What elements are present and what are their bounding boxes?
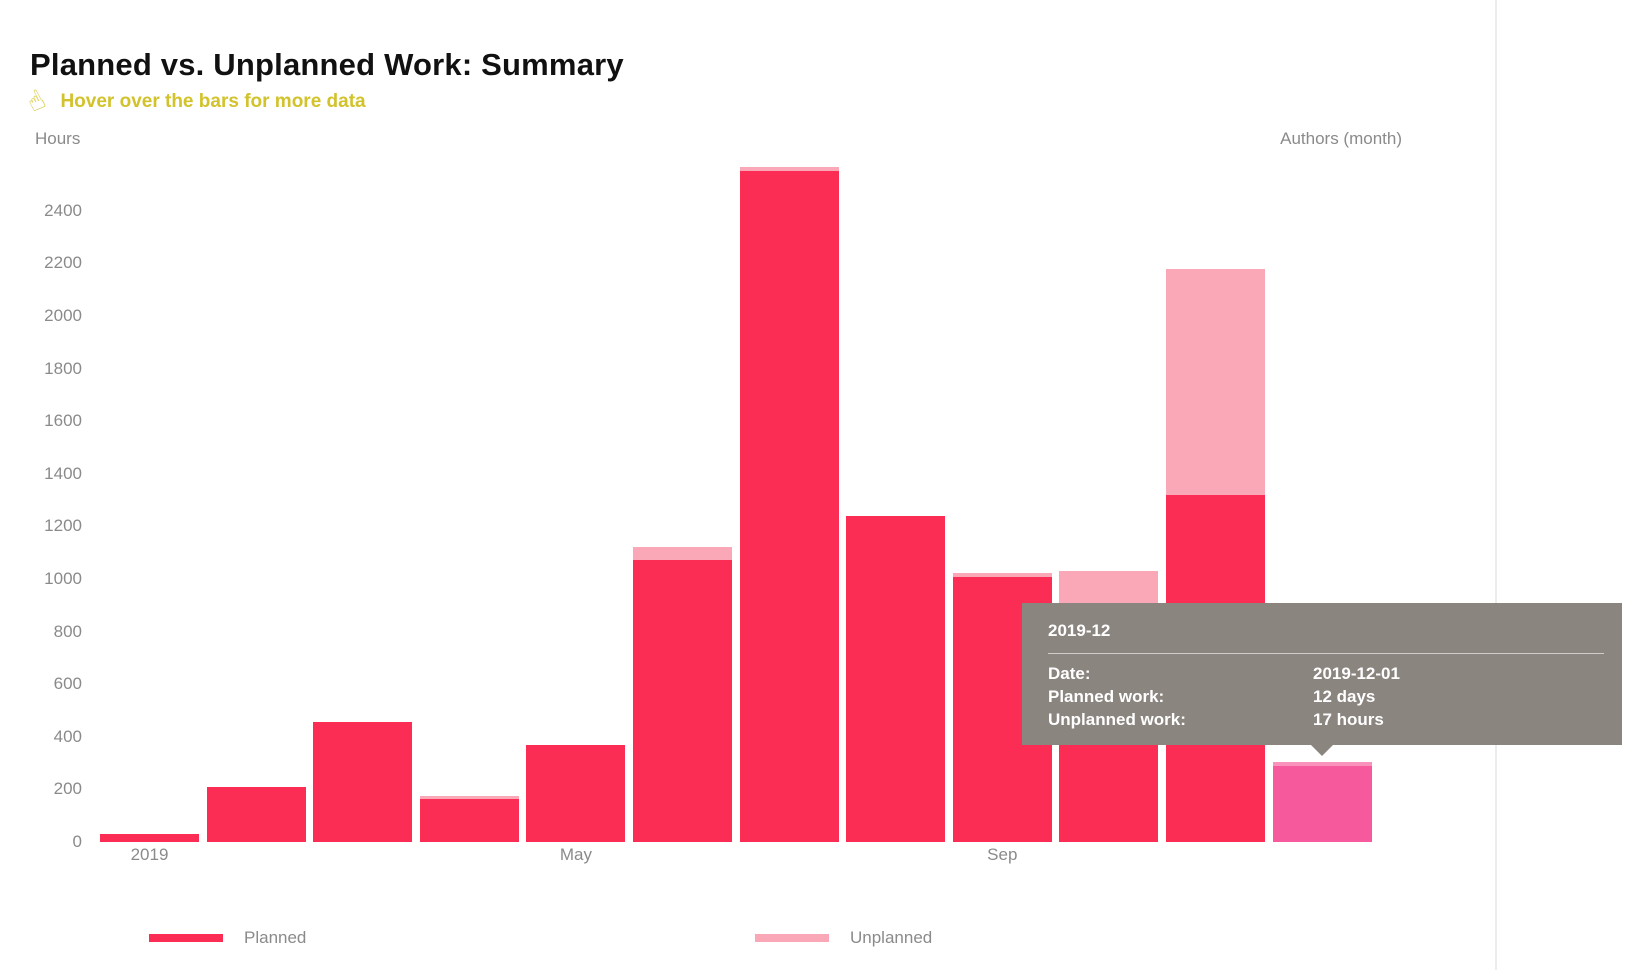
planned-swatch: [149, 934, 223, 942]
x-tick-May: May: [559, 845, 592, 864]
y-tick-200: 200: [53, 779, 82, 799]
y-tick-0: 0: [72, 832, 82, 851]
bar-unplanned-2019-09[interactable]: [953, 573, 1052, 577]
y-tick-2400: 2400: [44, 200, 82, 220]
hover-hint: ☝ Hover over the bars for more data: [22, 84, 366, 118]
legend-label: Unplanned: [850, 928, 933, 947]
x-axis-title: Authors (month): [1280, 129, 1402, 148]
x-tick-2019: 2019: [130, 845, 169, 864]
y-tick-1600: 1600: [44, 411, 82, 431]
y-tick-800: 800: [53, 621, 82, 641]
x-tick-Sep: Sep: [987, 845, 1018, 864]
bar-unplanned-2019-06[interactable]: [633, 547, 732, 560]
bar-unplanned-2019-12[interactable]: [1273, 762, 1372, 766]
tooltip-arrow: [1311, 745, 1333, 756]
legend-label: Planned: [244, 928, 307, 947]
y-axis-title: Hours: [35, 129, 81, 148]
unplanned-swatch: [755, 934, 829, 942]
bar-planned-2019-12[interactable]: [1273, 766, 1372, 842]
y-tick-2200: 2200: [44, 253, 82, 273]
y-tick-400: 400: [53, 726, 82, 746]
legend-item-planned[interactable]: Planned: [149, 928, 306, 948]
panel-divider: [1495, 0, 1497, 970]
tooltip-title: 2019-12: [1048, 621, 1111, 640]
bar-planned-2019-05[interactable]: [526, 745, 625, 842]
bar-planned-2019-08[interactable]: [846, 516, 945, 842]
tooltip-row-1: Planned work: 12 days: [1048, 685, 1604, 708]
bar-planned-2019-03[interactable]: [313, 722, 412, 842]
page-title: Planned vs. Unplanned Work: Summary: [30, 46, 624, 82]
bar-unplanned-2019-04[interactable]: [420, 796, 519, 799]
y-tick-2000: 2000: [44, 306, 82, 325]
bar-planned-2019-06[interactable]: [633, 560, 732, 842]
tooltip-row-label: Date:: [1048, 664, 1091, 683]
legend-item-unplanned[interactable]: Unplanned: [755, 928, 932, 948]
tooltip-separator: [1048, 653, 1604, 654]
bar-planned-2019-02[interactable]: [207, 787, 306, 842]
pointing-hand-icon: ☝: [21, 83, 51, 119]
tooltip-row-value: 12 days: [1313, 687, 1376, 706]
tooltip-row-2: Unplanned work: 17 hours: [1048, 708, 1604, 731]
y-tick-1200: 1200: [44, 516, 82, 536]
tooltip: 2019-12 Date: 2019-12-01 Planned work: 12 d…: [1022, 603, 1622, 745]
tooltip-row-label: Planned work:: [1048, 687, 1165, 706]
bar-unplanned-2019-11[interactable]: [1166, 269, 1265, 495]
bar-unplanned-2019-07[interactable]: [740, 167, 839, 171]
tooltip-row-label: Unplanned work:: [1048, 710, 1186, 729]
tooltip-row-value: 17 hours: [1313, 710, 1384, 729]
y-tick-1800: 1800: [44, 358, 82, 378]
bar-planned-2019-07[interactable]: [740, 171, 839, 842]
y-tick-1000: 1000: [44, 569, 82, 588]
tooltip-row-0: Date: 2019-12-01: [1048, 662, 1604, 685]
bar-planned-2019-04[interactable]: [420, 799, 519, 842]
hint-text: Hover over the bars for more data: [60, 90, 366, 112]
y-tick-1400: 1400: [44, 463, 82, 483]
y-tick-600: 600: [53, 674, 82, 694]
tooltip-row-value: 2019-12-01: [1313, 664, 1400, 683]
bar-planned-2019-01[interactable]: [100, 834, 199, 842]
